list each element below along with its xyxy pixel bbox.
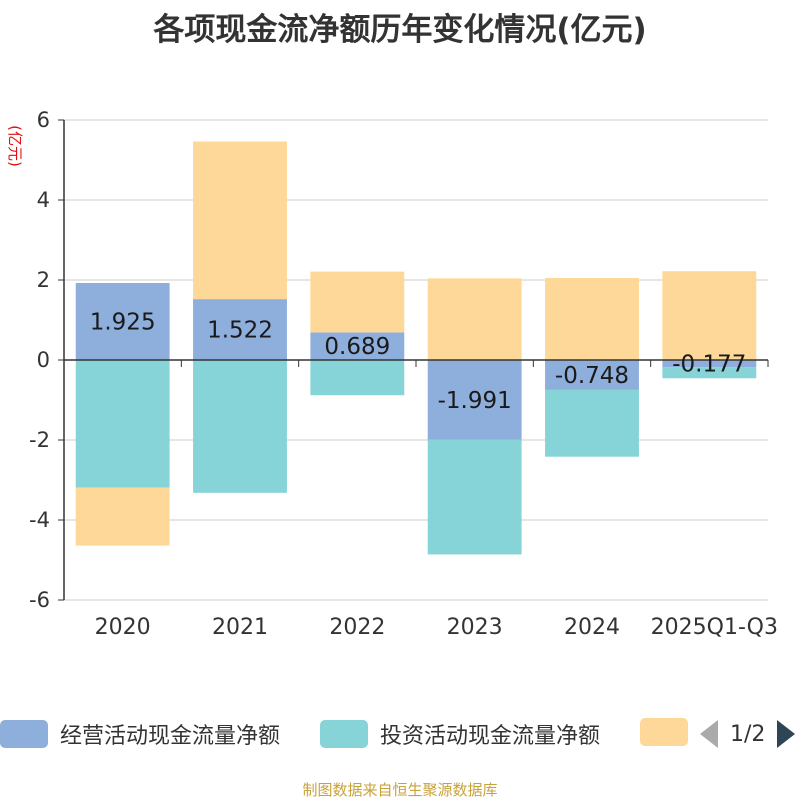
source-note: 制图数据来自恒生聚源数据库 bbox=[302, 781, 498, 799]
data-label: 1.522 bbox=[207, 318, 273, 344]
y-tick-label: 2 bbox=[37, 268, 50, 292]
legend-label-investing: 投资活动现金流量净额 bbox=[380, 724, 601, 749]
bar-2-2020 bbox=[75, 360, 170, 488]
bar-1-2023 bbox=[427, 360, 522, 440]
bar-1-2022 bbox=[310, 332, 405, 360]
y-tick-label: 4 bbox=[37, 188, 50, 212]
legend-swatch-investing bbox=[320, 720, 368, 748]
x-category-label: 2020 bbox=[95, 615, 151, 640]
y-tick-label: -4 bbox=[29, 508, 50, 532]
y-tick-label: -6 bbox=[29, 588, 50, 612]
x-category-label: 2025Q1-Q3 bbox=[651, 615, 778, 640]
chart-title: 各项现金流净额历年变化情况(亿元) bbox=[153, 12, 647, 48]
bar-2-2025Q1-Q3 bbox=[662, 367, 757, 379]
x-category-label: 2024 bbox=[564, 615, 620, 640]
y-tick-label: -2 bbox=[29, 428, 50, 452]
pager-next-icon[interactable] bbox=[777, 720, 796, 748]
y-tick-label: 6 bbox=[37, 108, 50, 132]
bar-2-2023 bbox=[427, 439, 522, 555]
y-tick-label: 0 bbox=[37, 348, 50, 372]
x-category-label: 2023 bbox=[447, 615, 503, 640]
bar-1-2020 bbox=[75, 283, 170, 360]
legend-item-operating[interactable]: 经营活动现金流量净额 bbox=[0, 718, 280, 750]
bar-3-2025Q1-Q3 bbox=[662, 271, 757, 360]
legend-pager: 1/2 bbox=[700, 720, 796, 748]
bar-1-2021 bbox=[193, 299, 287, 360]
bar-2-2021 bbox=[193, 360, 287, 493]
chart-plot: 6 4 2 0 -2 -4 -6 (亿元) 1.925 1.522 0.689 -1.991 -0.74… bbox=[6, 108, 778, 640]
bar-3-2022 bbox=[310, 271, 405, 333]
data-label: 0.689 bbox=[324, 334, 390, 360]
legend-item-financing[interactable] bbox=[640, 718, 688, 746]
bar-1-2025Q1-Q3 bbox=[662, 360, 757, 368]
bar-1-2024 bbox=[545, 360, 639, 390]
bar-2-2022 bbox=[310, 360, 405, 396]
data-label: -0.748 bbox=[555, 363, 629, 389]
y-axis-label: (亿元) bbox=[6, 125, 24, 167]
x-category-label: 2022 bbox=[329, 615, 385, 640]
pager-text: 1/2 bbox=[730, 721, 766, 747]
legend-swatch-operating bbox=[0, 720, 48, 748]
legend-swatch-financing bbox=[640, 718, 688, 746]
bar-2-2024 bbox=[545, 389, 639, 457]
data-label: -1.991 bbox=[438, 388, 512, 414]
data-label: -0.177 bbox=[672, 352, 746, 378]
legend-item-investing[interactable]: 投资活动现金流量净额 bbox=[320, 718, 600, 750]
bar-3-2023 bbox=[427, 278, 522, 360]
pager-prev-icon[interactable] bbox=[700, 720, 718, 748]
bar-3-2021 bbox=[193, 141, 287, 300]
bar-3-2020 bbox=[75, 487, 170, 546]
legend: 经营活动现金流量净额 投资活动现金流量净额 1/2 bbox=[0, 712, 800, 756]
data-label: 1.925 bbox=[90, 310, 156, 336]
bar-3-2024 bbox=[545, 278, 639, 360]
x-category-label: 2021 bbox=[212, 615, 268, 640]
legend-label-operating: 经营活动现金流量净额 bbox=[60, 724, 281, 749]
